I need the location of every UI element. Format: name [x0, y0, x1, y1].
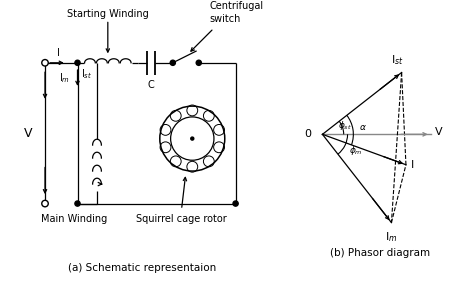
Text: Squirrel cage rotor: Squirrel cage rotor: [136, 214, 227, 224]
Text: Starting Winding: Starting Winding: [67, 10, 149, 20]
Circle shape: [42, 200, 48, 207]
Circle shape: [75, 201, 80, 206]
Text: I$_m$: I$_m$: [385, 230, 398, 244]
Text: 0: 0: [304, 129, 311, 139]
Text: Centrifugal
switch: Centrifugal switch: [210, 1, 264, 24]
Text: (b) Phasor diagram: (b) Phasor diagram: [330, 248, 430, 258]
Circle shape: [233, 201, 238, 206]
Text: I$_m$: I$_m$: [59, 71, 70, 85]
Text: Main Winding: Main Winding: [41, 214, 107, 224]
Text: $\alpha$: $\alpha$: [359, 124, 366, 132]
Text: $\phi_m$: $\phi_m$: [348, 144, 362, 157]
Text: I$_{st}$: I$_{st}$: [81, 67, 92, 81]
Circle shape: [170, 60, 175, 65]
Circle shape: [75, 60, 80, 65]
Text: $\phi_{st}$: $\phi_{st}$: [338, 119, 352, 132]
Text: C: C: [148, 80, 155, 90]
Text: I: I: [410, 160, 414, 170]
Text: V: V: [435, 127, 443, 137]
Text: I: I: [56, 48, 59, 58]
Circle shape: [42, 60, 48, 66]
Circle shape: [191, 137, 194, 140]
Circle shape: [196, 60, 201, 65]
Text: I$_{st}$: I$_{st}$: [392, 53, 404, 67]
Text: (a) Schematic representaion: (a) Schematic representaion: [68, 263, 217, 273]
Text: V: V: [23, 127, 32, 140]
